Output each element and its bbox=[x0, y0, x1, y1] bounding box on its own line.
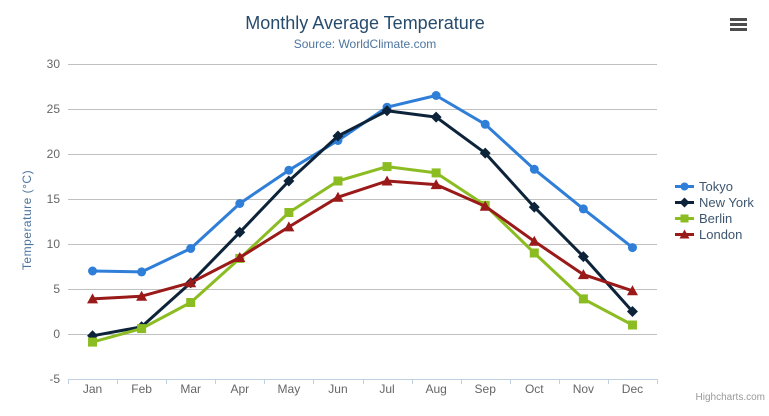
data-point-new-york-dec[interactable] bbox=[626, 306, 638, 317]
x-axis-label-nov: Nov bbox=[573, 382, 594, 396]
data-point-london-sep[interactable] bbox=[479, 200, 491, 211]
legend-marker-circle-icon bbox=[675, 182, 694, 190]
y-axis-label-20: 20 bbox=[47, 147, 61, 161]
data-point-tokyo-feb[interactable] bbox=[137, 267, 147, 277]
data-point-berlin-jul[interactable] bbox=[382, 162, 392, 172]
y-axis-title: Temperature (°C) bbox=[20, 169, 34, 271]
data-point-berlin-oct[interactable] bbox=[529, 248, 539, 258]
data-point-new-york-aug[interactable] bbox=[430, 111, 442, 123]
series-line-berlin[interactable] bbox=[91, 165, 634, 344]
data-point-london-feb[interactable] bbox=[136, 290, 148, 301]
legend: Tokyo New York Berlin London bbox=[675, 178, 754, 242]
y-axis-label-15: 15 bbox=[47, 192, 61, 206]
legend-label: Tokyo bbox=[699, 178, 733, 194]
legend-label: London bbox=[699, 226, 743, 242]
data-point-london-nov[interactable] bbox=[577, 269, 589, 280]
data-point-tokyo-aug[interactable] bbox=[431, 91, 441, 100]
y-axis-label-25: 25 bbox=[47, 102, 61, 116]
data-point-london-apr[interactable] bbox=[234, 252, 246, 262]
legend-label: Berlin bbox=[699, 210, 733, 226]
data-point-new-york-sep[interactable] bbox=[479, 147, 491, 159]
data-point-tokyo-may[interactable] bbox=[284, 165, 294, 175]
chart-context-menu-button[interactable] bbox=[728, 16, 752, 36]
legend-item-london[interactable]: London bbox=[675, 226, 754, 242]
data-point-berlin-aug[interactable] bbox=[431, 168, 441, 178]
legend-item-berlin[interactable]: Berlin bbox=[675, 210, 754, 226]
data-point-berlin-mar[interactable] bbox=[186, 298, 196, 307]
data-point-new-york-may[interactable] bbox=[283, 175, 295, 187]
chart-title: Monthly Average Temperature bbox=[245, 13, 485, 33]
data-point-new-york-jun[interactable] bbox=[332, 130, 344, 142]
data-point-tokyo-oct[interactable] bbox=[529, 164, 539, 174]
data-point-tokyo-apr[interactable] bbox=[235, 199, 245, 208]
legend-item-new-york[interactable]: New York bbox=[675, 194, 754, 210]
data-point-berlin-may[interactable] bbox=[284, 208, 294, 217]
data-point-berlin-dec[interactable] bbox=[627, 320, 637, 330]
data-point-london-jun[interactable] bbox=[332, 191, 344, 202]
x-axis-label-jan: Jan bbox=[83, 382, 102, 396]
series-line-london[interactable] bbox=[91, 179, 634, 301]
data-point-new-york-oct[interactable] bbox=[528, 201, 540, 213]
data-point-london-oct[interactable] bbox=[528, 235, 540, 246]
data-point-london-dec[interactable] bbox=[626, 285, 638, 296]
data-point-london-jul[interactable] bbox=[381, 175, 393, 186]
highcharts-credits-link[interactable]: Highcharts.com bbox=[695, 392, 765, 403]
data-point-london-jan[interactable] bbox=[87, 293, 99, 304]
x-axis-label-aug: Aug bbox=[425, 382, 446, 396]
data-point-tokyo-dec[interactable] bbox=[627, 243, 637, 253]
legend-marker-square-icon bbox=[675, 214, 694, 222]
x-axis-label-feb: Feb bbox=[131, 382, 152, 396]
data-point-london-may[interactable] bbox=[283, 221, 295, 232]
y-axis-label--5: -5 bbox=[49, 372, 60, 386]
data-point-tokyo-sep[interactable] bbox=[480, 119, 490, 129]
x-axis-label-jul: Jul bbox=[379, 382, 394, 396]
x-axis-label-jun: Jun bbox=[328, 382, 347, 396]
data-point-london-aug[interactable] bbox=[430, 179, 442, 190]
x-axis-label-apr: Apr bbox=[230, 382, 249, 396]
legend-marker-triangle-icon bbox=[675, 229, 694, 238]
y-axis-label-0: 0 bbox=[53, 327, 60, 341]
data-point-berlin-jun[interactable] bbox=[333, 176, 343, 186]
legend-marker-diamond-icon bbox=[675, 197, 694, 207]
data-point-london-mar[interactable] bbox=[185, 277, 197, 288]
x-axis-label-mar: Mar bbox=[180, 382, 201, 396]
data-point-berlin-nov[interactable] bbox=[578, 294, 588, 304]
legend-item-tokyo[interactable]: Tokyo bbox=[675, 178, 754, 194]
data-point-new-york-apr[interactable] bbox=[234, 226, 246, 238]
chart-subtitle: Source: WorldClimate.com bbox=[293, 37, 437, 51]
y-axis-label-5: 5 bbox=[53, 282, 60, 296]
data-point-new-york-jul[interactable] bbox=[381, 105, 393, 117]
data-point-berlin-feb[interactable] bbox=[137, 324, 147, 334]
data-point-berlin-jan[interactable] bbox=[88, 337, 98, 347]
series-line-new-york[interactable] bbox=[91, 109, 634, 338]
x-axis-label-may: May bbox=[278, 382, 301, 396]
data-point-new-york-nov[interactable] bbox=[577, 251, 589, 263]
hamburger-icon bbox=[730, 18, 750, 31]
x-axis-label-sep: Sep bbox=[475, 382, 497, 396]
x-axis-label-oct: Oct bbox=[525, 382, 544, 396]
y-axis-label-30: 30 bbox=[47, 57, 61, 71]
data-point-tokyo-jan[interactable] bbox=[88, 266, 98, 276]
legend-label: New York bbox=[699, 194, 754, 210]
x-axis-label-dec: Dec bbox=[622, 382, 643, 396]
data-point-tokyo-nov[interactable] bbox=[578, 204, 588, 214]
y-axis-label-10: 10 bbox=[47, 237, 61, 251]
data-point-tokyo-mar[interactable] bbox=[186, 244, 196, 253]
